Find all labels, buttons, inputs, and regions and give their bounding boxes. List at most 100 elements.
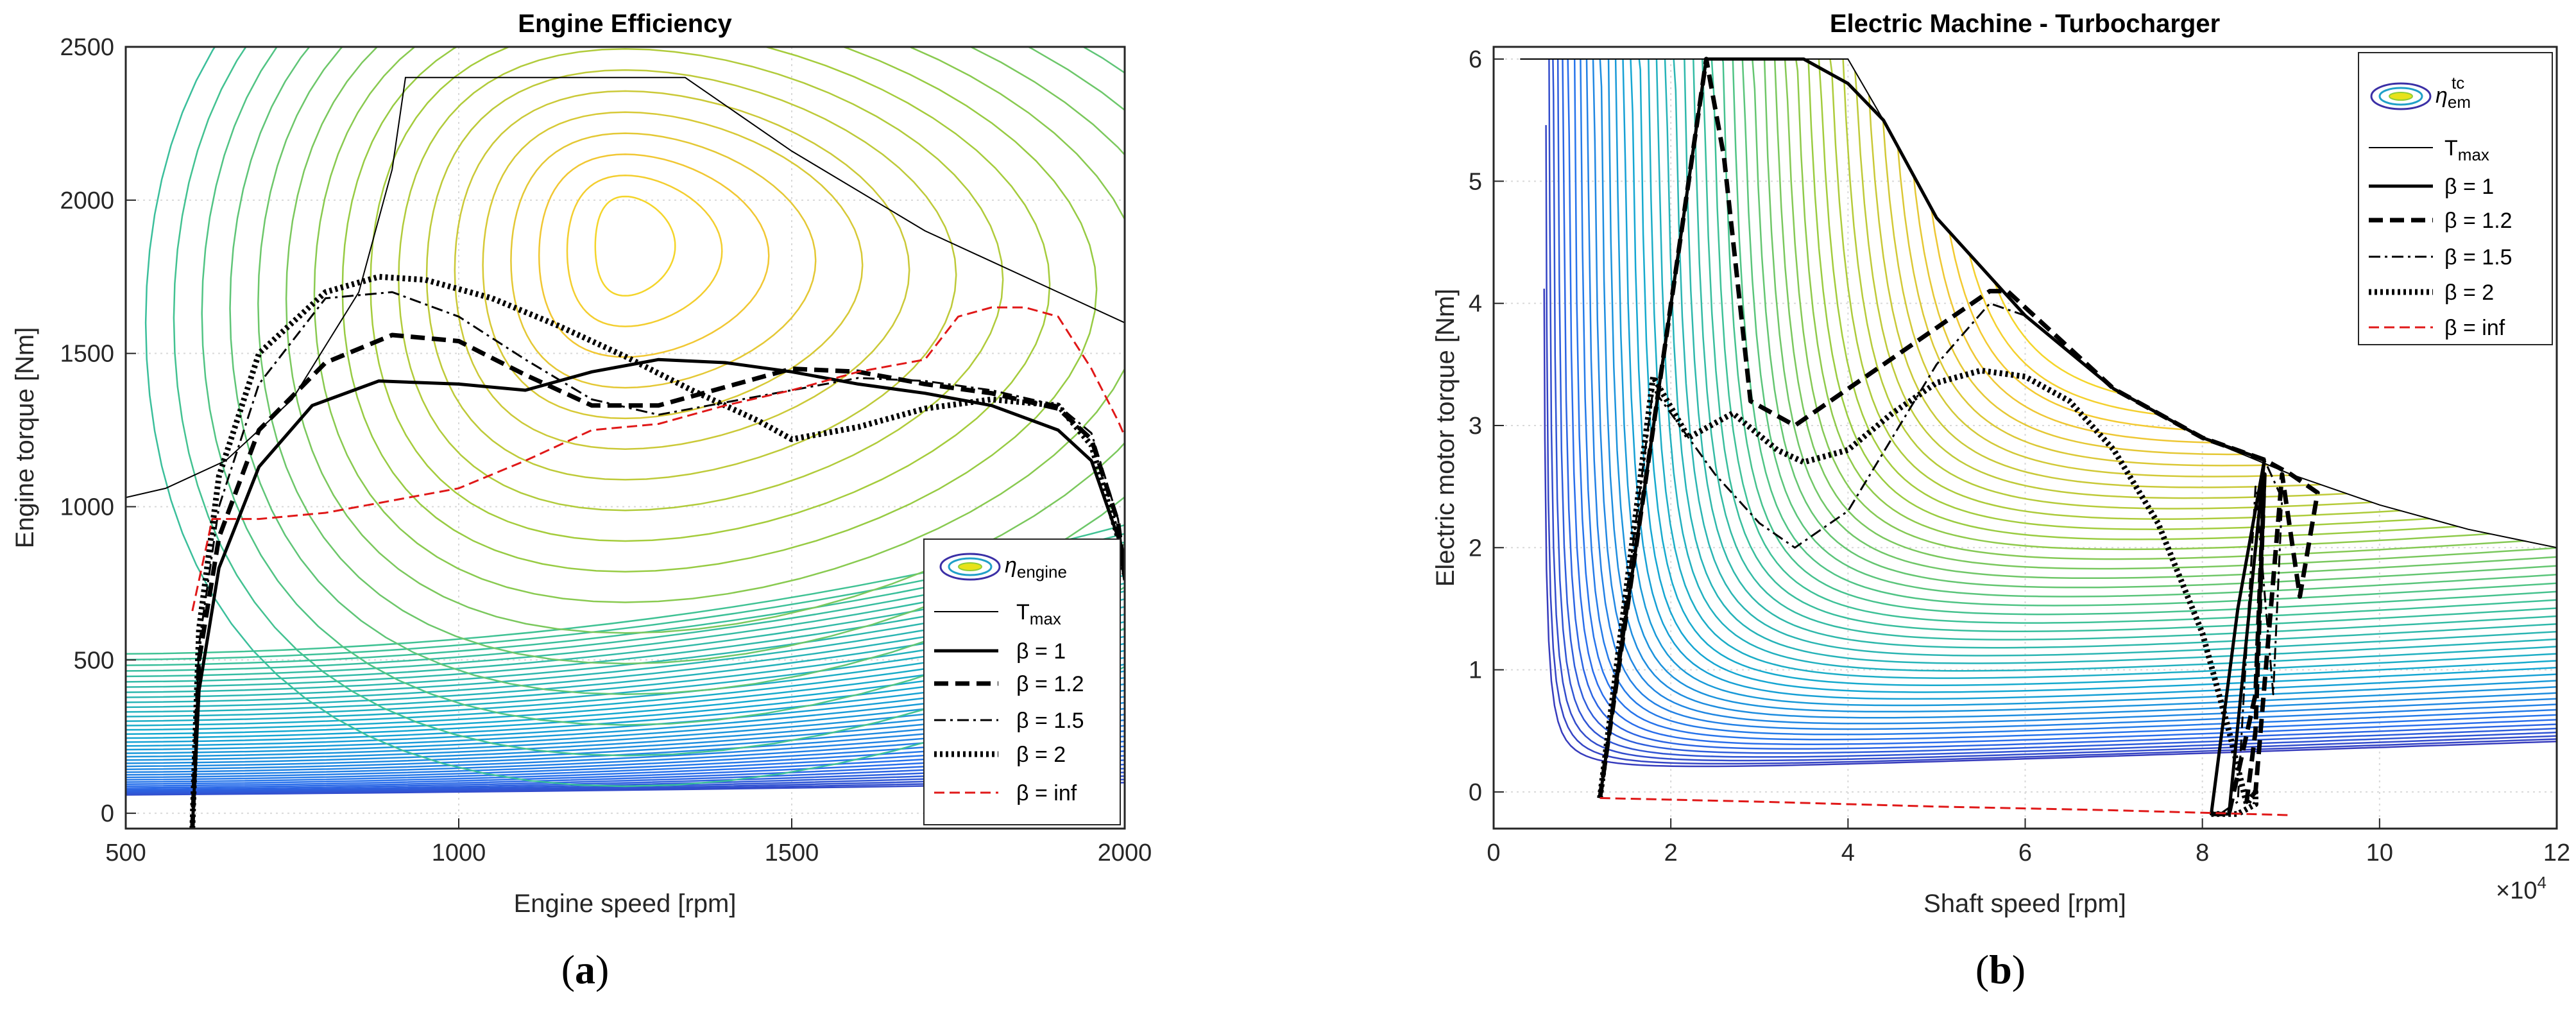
contour-line-b bbox=[1730, 47, 2557, 598]
legend-label-beta15-b: β = 1.5 bbox=[2444, 245, 2512, 270]
series-a bbox=[126, 76, 1125, 829]
y-tick-label-b: 0 bbox=[1469, 779, 1482, 806]
contour-line-b bbox=[1597, 47, 2557, 719]
x-tick-label-a: 1000 bbox=[432, 839, 486, 866]
contour-line-b bbox=[1626, 47, 2557, 693]
contour-line-b bbox=[1666, 47, 2557, 657]
y-tick-label-a: 0 bbox=[101, 800, 114, 827]
contour-line-b bbox=[1611, 47, 2557, 707]
legend-label-beta2-b: β = 2 bbox=[2444, 280, 2494, 305]
contour-line-b bbox=[1633, 47, 2557, 686]
contour-line-b bbox=[1618, 47, 2557, 700]
series-line-a-1 bbox=[191, 357, 1125, 829]
contour-line-b bbox=[1557, 47, 2557, 754]
y-tick-label-a: 500 bbox=[74, 647, 114, 674]
legend-b: ηemtc Tmax β = 1 β = 1.2 β = 1.5 β = 2 β… bbox=[2358, 52, 2553, 345]
legend-contour-icon-b bbox=[2370, 82, 2432, 110]
efficiency-contours-b bbox=[1520, 47, 2557, 768]
y-axis-label-a: Engine torque [Nm] bbox=[11, 327, 39, 549]
contour-line-b bbox=[1721, 47, 2557, 607]
x-tick-label-b: 2 bbox=[1664, 839, 1678, 866]
tmax-line-a bbox=[126, 76, 1125, 499]
contour-line-b bbox=[1572, 47, 2557, 741]
legend-label-beta12-a: β = 1.2 bbox=[1016, 672, 1084, 696]
contour-line-b bbox=[1801, 47, 2557, 530]
contour-line-b bbox=[1604, 47, 2557, 713]
legend-label-tmax-b: Tmax bbox=[2444, 136, 2489, 164]
contour-line-b bbox=[1750, 47, 2557, 580]
contour-line-a bbox=[510, 132, 817, 389]
contour-line-b bbox=[1562, 47, 2557, 750]
contour-line-a bbox=[370, 47, 1051, 542]
contour-line-b bbox=[1584, 47, 2557, 730]
chart-title-a: Engine Efficiency bbox=[518, 10, 732, 38]
subcaption-b: (b) bbox=[1975, 947, 2026, 992]
y-tick-label-a: 2500 bbox=[60, 34, 114, 61]
series-line-a-3 bbox=[191, 291, 1125, 829]
envelope-mask-b bbox=[1520, 47, 2557, 548]
x-tick-label-b: 4 bbox=[1841, 839, 1855, 866]
legend-label-beta1-b: β = 1 bbox=[2444, 175, 2494, 199]
contour-line-b bbox=[1740, 47, 2557, 589]
legend-label-beta2-a: β = 2 bbox=[1016, 743, 1066, 767]
legend-a: ηengine Tmax β = 1 β = 1.2 β = 1.5 β = 2… bbox=[923, 538, 1121, 825]
x-tick-label-a: 500 bbox=[105, 839, 146, 866]
series-line-a-5 bbox=[191, 306, 1125, 612]
x-axis-exponent-b: ×104 bbox=[2496, 873, 2546, 904]
contour-line-b bbox=[1658, 47, 2557, 664]
x-tick-label-a: 2000 bbox=[1098, 839, 1152, 866]
legend-label-tmax-a: Tmax bbox=[1016, 600, 1061, 628]
contour-line-a bbox=[313, 47, 1125, 603]
contour-line-b bbox=[1780, 47, 2557, 551]
y-tick-label-a: 1500 bbox=[60, 341, 114, 368]
legend-label-betainf-b: β = inf bbox=[2444, 316, 2505, 340]
contour-line-b bbox=[1551, 47, 2557, 758]
contour-line-a bbox=[538, 153, 770, 358]
legend-label-beta12-b: β = 1.2 bbox=[2444, 209, 2512, 233]
y-tick-label-a: 2000 bbox=[60, 187, 114, 214]
legend-box-b bbox=[2358, 52, 2553, 345]
contour-line-a bbox=[594, 195, 676, 297]
contour-line-b bbox=[1711, 47, 2557, 616]
series-line-b-2 bbox=[1598, 56, 2320, 816]
contour-line-a bbox=[566, 175, 723, 327]
chart-panel-a: 500 1000 1500 2000 0 500 1000 1500 2000 2500 Engi… bbox=[11, 10, 1152, 992]
contour-line-a bbox=[285, 47, 1125, 634]
legend-label-eta-b: ηemtc bbox=[2435, 73, 2471, 112]
x-tick-label-b: 12 bbox=[2543, 839, 2570, 866]
y-axis-label-b: Electric motor torque [Nm] bbox=[1431, 289, 1460, 587]
contour-line-b bbox=[1760, 47, 2557, 570]
x-axis-label-a: Engine speed [rpm] bbox=[514, 890, 737, 918]
legend-label-beta15-a: β = 1.5 bbox=[1016, 709, 1084, 733]
contour-line-b bbox=[1791, 47, 2557, 540]
y-tick-label-b: 6 bbox=[1469, 46, 1482, 73]
legend-label-eta-a: ηengine bbox=[1005, 553, 1067, 581]
series-line-a-4 bbox=[189, 273, 1125, 829]
series-line-a-2 bbox=[190, 332, 1125, 829]
y-tick-label-a: 1000 bbox=[60, 494, 114, 521]
contour-line-a bbox=[454, 90, 910, 450]
x-tick-label-b: 8 bbox=[2196, 839, 2209, 866]
series-b bbox=[1520, 56, 2557, 817]
series-line-b-5 bbox=[1599, 796, 2291, 816]
contour-line-b bbox=[1702, 47, 2557, 624]
contour-line-a bbox=[482, 111, 864, 420]
y-tick-label-b: 3 bbox=[1469, 413, 1482, 440]
legend-label-beta1-a: β = 1 bbox=[1016, 639, 1066, 664]
x-tick-label-b: 0 bbox=[1487, 839, 1500, 866]
y-tick-label-b: 2 bbox=[1469, 535, 1482, 562]
contour-line-b bbox=[1684, 47, 2557, 641]
legend-label-betainf-a: β = inf bbox=[1016, 781, 1077, 805]
y-tick-label-b: 5 bbox=[1469, 168, 1482, 195]
axes-box-a bbox=[124, 46, 1126, 830]
legend-contour-icon-a bbox=[939, 553, 1001, 581]
y-tick-label-b: 4 bbox=[1469, 291, 1482, 318]
contour-line-b bbox=[1693, 47, 2557, 632]
x-axis-label-b: Shaft speed [rpm] bbox=[1923, 890, 2126, 918]
contour-line-a bbox=[425, 69, 957, 481]
chart-title-b: Electric Machine - Turbocharger bbox=[1830, 10, 2220, 38]
series-line-b-4 bbox=[1597, 367, 2258, 817]
